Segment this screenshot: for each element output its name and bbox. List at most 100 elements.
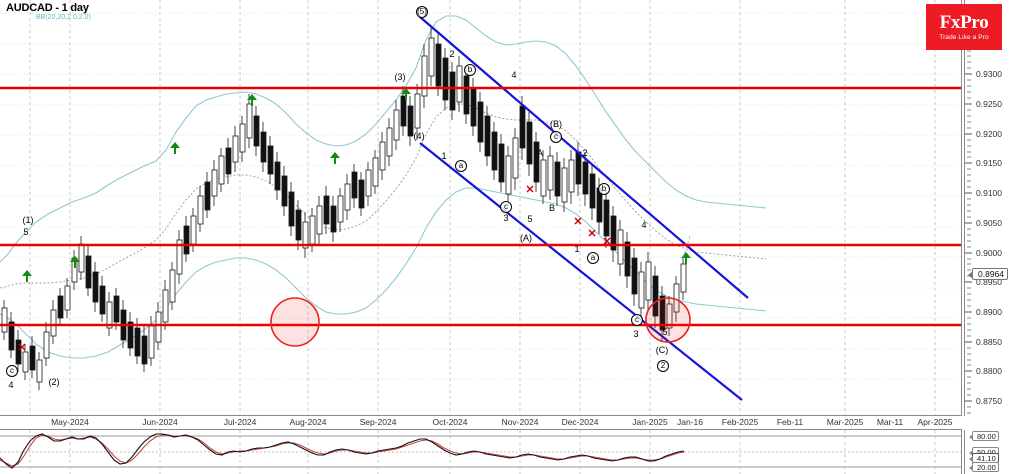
price-minor-tick (967, 145, 971, 147)
elliott-wave-label: c (6, 365, 18, 377)
price-tick-mark (965, 133, 972, 135)
price-tick-label: 0.8750 (976, 396, 1002, 407)
elliott-wave-label: (4) (413, 131, 425, 141)
elliott-wave-label: c (500, 201, 512, 213)
price-minor-tick (967, 115, 971, 117)
page-title: AUDCAD - 1 day (6, 2, 89, 14)
price-minor-tick (967, 335, 971, 337)
price-minor-tick (967, 109, 971, 111)
date-tick-label: Oct-2024 (432, 417, 468, 427)
price-tick-mark (965, 103, 972, 105)
price-minor-tick (967, 305, 971, 307)
vertical-gridlines (29, 0, 936, 415)
price-minor-tick (967, 97, 971, 99)
elliott-wave-label: 1 (574, 244, 580, 254)
price-minor-tick (967, 382, 971, 384)
price-minor-tick (967, 406, 971, 408)
price-tick-label: 0.9000 (976, 247, 1002, 258)
elliott-wave-label: B (548, 203, 556, 213)
price-minor-tick (967, 198, 971, 200)
date-tick-label: Jun-2024 (142, 417, 178, 427)
price-minor-tick (967, 156, 971, 158)
buy-signal-markers (22, 88, 691, 282)
bollinger-bands-legend: BB(20,20,2.0,2.0) (36, 14, 91, 21)
price-tick-label: 0.8850 (976, 336, 1002, 347)
price-minor-tick (967, 204, 971, 206)
price-tick-label: 0.8950 (976, 277, 1002, 288)
date-tick-label: Feb-11 (776, 417, 804, 427)
price-minor-tick (967, 412, 971, 414)
price-axis[interactable]: 0.94000.93500.93000.92500.92000.91500.91… (962, 0, 1024, 416)
price-minor-tick (967, 186, 971, 188)
highlight-circle-right (645, 297, 691, 343)
price-minor-tick (967, 246, 971, 248)
date-tick-label: Apr-2025 (917, 417, 953, 427)
elliott-wave-label: (3) (394, 72, 406, 82)
candlestick-series (1, 28, 687, 390)
date-axis[interactable]: May-2024 Jun-2024 Jul-2024 Aug-2024 Sep-2024… (0, 416, 962, 430)
date-tick-label: May-2024 (51, 417, 89, 427)
elliott-wave-label: b (598, 183, 610, 195)
price-minor-tick (967, 228, 971, 230)
price-minor-tick (967, 180, 971, 182)
elliott-wave-label: a (455, 160, 467, 172)
date-tick-label: Aug-2024 (289, 417, 327, 427)
price-minor-tick (967, 174, 971, 176)
stoch-gridlines (0, 435, 961, 468)
date-tick-label: Jul-2024 (223, 417, 257, 427)
elliott-wave-label: 1 (441, 151, 447, 161)
price-minor-tick (967, 293, 971, 295)
price-tick-mark (965, 281, 972, 283)
sell-signal-markers (18, 185, 611, 351)
price-minor-tick (967, 359, 971, 361)
price-minor-tick (967, 258, 971, 259)
price-minor-tick (967, 139, 971, 141)
price-tick-label: 0.9300 (976, 69, 1002, 80)
elliott-wave-label: c (550, 131, 562, 143)
price-tick-mark (965, 222, 972, 224)
price-minor-tick (967, 353, 971, 355)
price-minor-tick (967, 127, 971, 129)
trend-channel-lines (419, 16, 749, 401)
price-tick-mark (965, 370, 972, 372)
elliott-wave-label: 2 (657, 360, 669, 372)
elliott-wave-label: 4 (8, 380, 14, 390)
price-tick-label: 0.8800 (976, 366, 1002, 377)
price-minor-tick (967, 299, 971, 301)
bollinger-upper-band (0, 15, 767, 263)
elliott-wave-label: (1) (22, 215, 34, 225)
price-minor-tick (967, 168, 971, 170)
date-tick-label: Jan-16 (677, 417, 703, 427)
elliott-wave-label: 3 (633, 329, 639, 339)
price-minor-tick (967, 317, 971, 319)
elliott-wave-label: 4 (511, 70, 517, 80)
fxpro-brand-text: FxPro (939, 11, 989, 33)
price-minor-tick (967, 394, 971, 396)
elliott-wave-label: 5 (23, 227, 29, 237)
price-tick-mark (965, 252, 972, 254)
price-minor-tick (967, 79, 971, 81)
elliott-wave-label: a (587, 252, 599, 264)
elliott-wave-label: 5 (527, 214, 533, 224)
price-minor-tick (967, 364, 971, 366)
elliott-wave-label: 2 (582, 148, 588, 158)
wave-connector-path (682, 235, 691, 259)
price-tick-label: 0.9200 (976, 128, 1002, 139)
stochastic-level-label: 80.00 (969, 431, 999, 441)
price-tick-label: 0.9100 (976, 188, 1002, 199)
date-tick-label: Nov-2024 (501, 417, 539, 427)
price-minor-tick (967, 67, 971, 69)
price-chart-canvas (0, 0, 961, 415)
elliott-wave-label: 3 (503, 213, 509, 223)
price-minor-tick (967, 61, 971, 63)
stochastic-indicator-panel[interactable]: STO Slow(14,3) (0, 430, 962, 474)
elliott-wave-label: 4 (641, 220, 647, 230)
date-tick-label: Dec-2024 (561, 417, 599, 427)
elliott-wave-label: 5 (662, 327, 668, 337)
price-minor-tick (967, 55, 971, 57)
stoch-d-line (0, 434, 685, 467)
price-tick-label: 0.9150 (976, 158, 1002, 169)
